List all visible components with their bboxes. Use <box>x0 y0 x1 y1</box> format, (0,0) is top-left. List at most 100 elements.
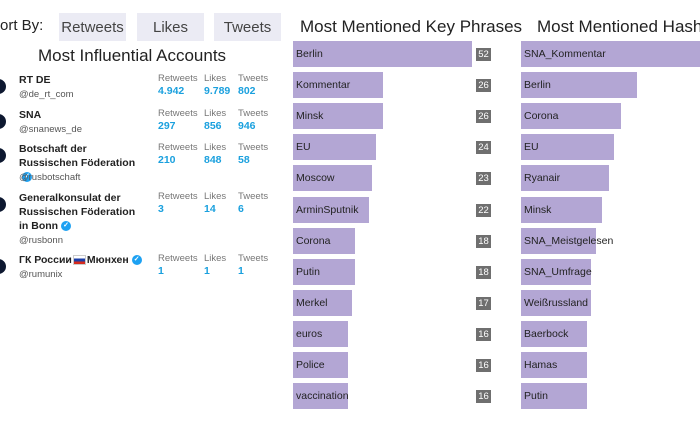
account-handle: @rumunix <box>19 269 63 280</box>
stat-label: Likes <box>204 191 227 202</box>
hashtag-bar[interactable] <box>521 227 597 254</box>
stat-value: 4.942 <box>158 85 185 97</box>
stat-value: 14 <box>204 203 216 215</box>
account-handle: @snanews_de <box>19 124 82 135</box>
account-name-text: Botschaft der Russischen Föderation <box>19 143 136 169</box>
verified-badge-icon: ✓ <box>22 172 32 183</box>
account-tweets-stat: Tweets 946 <box>238 108 268 132</box>
stat-label: Retweets <box>158 108 198 119</box>
stat-label: Retweets <box>158 253 198 264</box>
account-name: ГК России Мюнхен ✓ <box>19 253 147 267</box>
stat-value: 6 <box>238 203 244 215</box>
stat-value: 1 <box>158 265 164 277</box>
stat-value: 1 <box>204 265 210 277</box>
account-tweets-stat: Tweets 1 <box>238 253 268 277</box>
stat-label: Tweets <box>238 142 269 153</box>
key-phrase-bar[interactable] <box>293 72 383 99</box>
account-name-text: Generalkonsulat der Russischen Föderatio… <box>19 192 136 232</box>
account-avatar <box>0 79 6 94</box>
stat-value: 297 <box>158 120 176 132</box>
sort-retweets-button[interactable]: Retweets <box>59 13 126 41</box>
key-phrase-bar[interactable] <box>293 41 472 67</box>
account-likes-stat: Likes 1 <box>204 253 226 277</box>
stat-label: Retweets <box>158 142 198 153</box>
account-tweets-stat: Tweets 6 <box>238 191 268 215</box>
key-phrase-bar[interactable] <box>293 289 352 316</box>
key-phrase-bar[interactable] <box>293 165 373 192</box>
key-phrase-bar[interactable] <box>293 227 355 254</box>
account-handle: @rusbotschaft <box>19 172 81 183</box>
hashtag-bar[interactable] <box>521 289 591 316</box>
hashtag-bar[interactable] <box>521 103 622 130</box>
stat-label: Tweets <box>238 108 269 119</box>
key-phrase-count: 18 <box>476 265 491 279</box>
account-name: SNA <box>19 108 147 122</box>
key-phrase-bar[interactable] <box>293 383 349 410</box>
account-name: Generalkonsulat der Russischen Föderatio… <box>19 191 147 233</box>
stat-label: Likes <box>204 142 227 153</box>
account-name-part: Мюнхен <box>86 254 129 266</box>
hashtag-bar[interactable] <box>521 196 602 223</box>
stat-value: 58 <box>238 154 250 166</box>
account-likes-stat: Likes 9.789 <box>204 73 230 97</box>
account-name: RT DE <box>19 73 147 87</box>
stat-value: 210 <box>158 154 176 166</box>
account-name-text: RT DE <box>19 74 51 86</box>
hashtag-bar[interactable] <box>521 134 615 161</box>
hashtag-bar[interactable] <box>521 41 700 67</box>
key-phrase-bar[interactable] <box>293 196 369 223</box>
stat-value: 848 <box>204 154 222 166</box>
account-name-text: SNA <box>19 109 42 121</box>
stat-value: 802 <box>238 85 256 97</box>
account-likes-stat: Likes 848 <box>204 142 226 166</box>
key-phrase-count: 17 <box>476 296 491 310</box>
account-avatar <box>0 259 6 274</box>
key-phrase-count: 26 <box>476 79 491 93</box>
account-likes-stat: Likes 856 <box>204 108 226 132</box>
hashtag-bar[interactable] <box>521 165 609 192</box>
stat-label: Likes <box>204 73 227 84</box>
stat-value: 3 <box>158 203 164 215</box>
account-name-part: ГК России <box>19 254 72 266</box>
account-avatar <box>0 148 6 163</box>
account-retweets-stat: Retweets 210 <box>158 142 198 166</box>
stat-value: 856 <box>204 120 222 132</box>
stat-label: Likes <box>204 108 227 119</box>
hashtag-bar[interactable] <box>521 352 588 378</box>
hashtag-bar[interactable] <box>521 383 588 410</box>
stat-label: Tweets <box>238 191 269 202</box>
key-phrase-bar[interactable] <box>293 258 355 285</box>
key-phrase-bar[interactable] <box>293 320 349 347</box>
key-phrases-title: Most Mentioned Key Phrases <box>300 17 523 36</box>
key-phrase-count: 16 <box>476 390 491 404</box>
account-retweets-stat: Retweets 3 <box>158 191 198 215</box>
key-phrase-count: 16 <box>476 359 491 372</box>
key-phrase-bar[interactable] <box>293 352 349 378</box>
hashtag-bar[interactable] <box>521 258 591 285</box>
sort-by-label: ort By: <box>0 17 44 34</box>
stat-label: Retweets <box>158 191 198 202</box>
stat-value: 9.789 <box>204 85 231 97</box>
sort-tweets-button[interactable]: Tweets <box>214 13 281 41</box>
stat-label: Tweets <box>238 73 269 84</box>
stat-value: 946 <box>238 120 256 132</box>
account-retweets-stat: Retweets 297 <box>158 108 198 132</box>
sort-likes-button[interactable]: Likes <box>137 13 204 41</box>
stat-label: Retweets <box>158 73 198 84</box>
key-phrase-count: 24 <box>476 141 491 155</box>
key-phrase-bar[interactable] <box>293 103 383 130</box>
key-phrase-count: 26 <box>476 110 491 124</box>
accounts-title: Most Influential Accounts <box>38 46 227 65</box>
key-phrase-count: 23 <box>476 172 491 186</box>
key-phrase-bar[interactable] <box>293 134 376 161</box>
hashtag-bar[interactable] <box>521 320 588 347</box>
account-name: Botschaft der Russischen Föderation ✓ <box>19 142 147 184</box>
account-avatar <box>0 197 6 212</box>
account-retweets-stat: Retweets 4.942 <box>158 73 198 97</box>
stat-value: 1 <box>238 265 244 277</box>
key-phrase-count: 52 <box>476 48 491 61</box>
hashtag-bar[interactable] <box>521 72 638 99</box>
hashtags-title: Most Mentioned Hashta <box>537 17 700 36</box>
account-retweets-stat: Retweets 1 <box>158 253 198 277</box>
account-tweets-stat: Tweets 802 <box>238 73 268 97</box>
